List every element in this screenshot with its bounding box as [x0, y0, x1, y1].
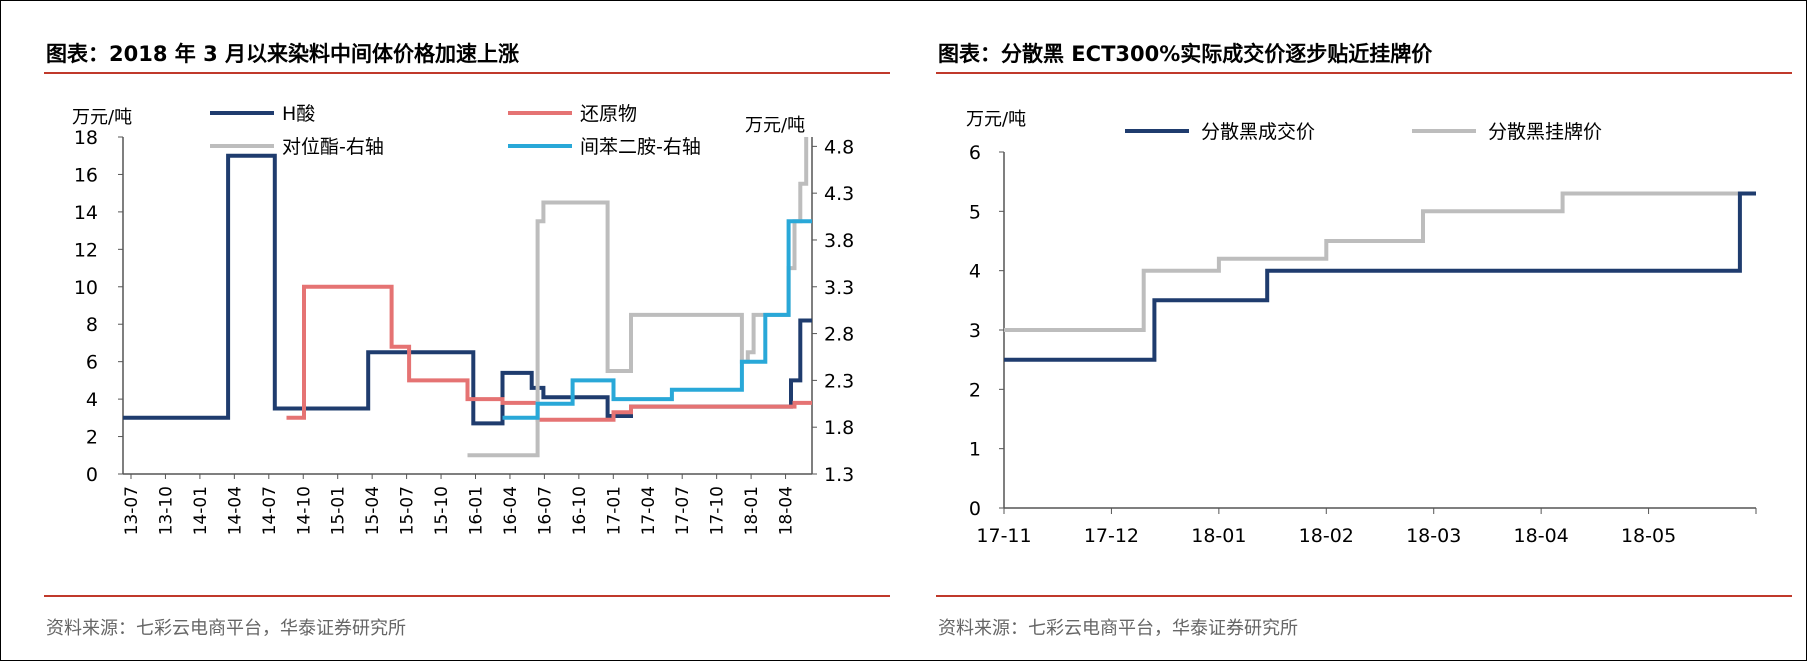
y2-tick-label: 1.8	[824, 417, 854, 439]
series-line-1	[1004, 191, 1756, 362]
y-tick-label: 1	[969, 439, 981, 461]
series-line-4	[502, 219, 812, 420]
x-tick-label: 15-01	[329, 486, 349, 535]
x-tick-label: 18-04	[777, 486, 797, 535]
series-line-2	[286, 284, 812, 422]
x-tick-label: 14-07	[260, 486, 280, 535]
left-title-divider	[44, 72, 890, 74]
x-tick-label: 16-07	[535, 486, 555, 535]
right-chart: 0 1 2 3 4 5 6 17-11 17-12 18-01 18-02 18-03 18-04 18-…	[966, 109, 1757, 547]
x-tick-label: 13-10	[156, 486, 176, 535]
y-tick-label: 0	[969, 498, 981, 520]
series-line-2	[1004, 191, 1756, 332]
left-chart: 0 2 4 6 8 10 12 14 16 18 1.3 1.8 2.3 2.8 3.3 3.8 4.3 4.8 1…	[72, 103, 854, 535]
left-chart-panel: 图表：2018 年 3 月以来染料中间体价格加速上涨 0 2 4 6 8 10 12 14 16…	[0, 0, 900, 661]
x-tick-label: 13-07	[122, 486, 142, 535]
y-tick-label: 2	[969, 379, 981, 401]
right-source-note: 资料来源：七彩云电商平台，华泰证券研究所	[938, 618, 1298, 639]
x-tick-label: 15-10	[432, 486, 452, 535]
left-chart-title: 图表：2018 年 3 月以来染料中间体价格加速上涨	[46, 42, 519, 66]
x-tick-label: 18-02	[1299, 525, 1354, 547]
x-tick-label: 16-10	[570, 486, 590, 535]
right-source-divider	[936, 595, 1792, 597]
x-tick-label: 18-03	[1406, 525, 1461, 547]
y-tick-label: 6	[969, 142, 981, 164]
right-title-divider	[936, 72, 1792, 74]
y-tick-label: 8	[86, 314, 98, 336]
legend-label: H酸	[282, 103, 315, 125]
legend-label: 分散黑挂牌价	[1488, 121, 1602, 143]
y-tick-label: 0	[86, 464, 98, 486]
y-tick-label: 18	[74, 127, 98, 149]
x-tick-label: 17-07	[673, 486, 693, 535]
y2-tick-label: 2.8	[824, 324, 854, 346]
x-tick-label: 15-04	[363, 486, 383, 535]
legend-label: 分散黑成交价	[1201, 121, 1315, 143]
x-tick-label: 18-04	[1514, 525, 1569, 547]
y-tick-label: 16	[74, 164, 98, 186]
x-tick-label: 17-12	[1084, 525, 1139, 547]
y-tick-label: 5	[969, 201, 981, 223]
left-source-divider	[44, 595, 890, 597]
y-tick-label: 2	[86, 427, 98, 449]
x-tick-label: 18-01	[1191, 525, 1246, 547]
legend-label: 对位酯-右轴	[282, 136, 384, 158]
y2-tick-label: 3.8	[824, 230, 854, 252]
y-tick-label: 12	[74, 239, 98, 261]
y2-tick-label: 1.3	[824, 464, 854, 486]
x-tick-label: 18-05	[1621, 525, 1676, 547]
x-tick-label: 17-10	[708, 486, 728, 535]
y-tick-label: 4	[969, 261, 981, 283]
x-tick-label: 14-10	[294, 486, 314, 535]
legend-label: 间苯二胺-右轴	[580, 136, 701, 158]
x-tick-label: 17-01	[604, 486, 624, 535]
y-tick-label: 14	[74, 202, 98, 224]
y2-tick-label: 4.3	[824, 183, 854, 205]
x-tick-label: 16-04	[501, 486, 521, 535]
x-tick-label: 14-01	[191, 486, 211, 535]
y-axis-label: 万元/吨	[72, 107, 132, 128]
y-tick-label: 4	[86, 389, 98, 411]
x-tick-label: 15-07	[398, 486, 418, 535]
y2-axis-label: 万元/吨	[745, 115, 805, 136]
y-axis-label: 万元/吨	[966, 109, 1026, 130]
y-tick-label: 3	[969, 320, 981, 342]
y2-tick-label: 2.3	[824, 370, 854, 392]
y2-tick-label: 4.8	[824, 136, 854, 158]
left-source-note: 资料来源：七彩云电商平台，华泰证券研究所	[46, 618, 406, 639]
series-line-1	[123, 153, 812, 426]
x-tick-label: 17-04	[639, 486, 659, 535]
x-tick-label: 17-11	[976, 525, 1031, 547]
y2-tick-label: 3.3	[824, 277, 854, 299]
x-tick-label: 18-01	[742, 486, 762, 535]
x-tick-label: 16-01	[467, 486, 487, 535]
x-tick-label: 14-04	[225, 486, 245, 535]
right-chart-panel: 图表：分散黑 ECT300%实际成交价逐步贴近挂牌价 0 1 2 3 4 5 6 17-11 1…	[900, 0, 1807, 661]
y-tick-label: 6	[86, 352, 98, 374]
legend-label: 还原物	[580, 103, 637, 125]
right-chart-title: 图表：分散黑 ECT300%实际成交价逐步贴近挂牌价	[938, 42, 1433, 66]
y-tick-label: 10	[74, 277, 98, 299]
